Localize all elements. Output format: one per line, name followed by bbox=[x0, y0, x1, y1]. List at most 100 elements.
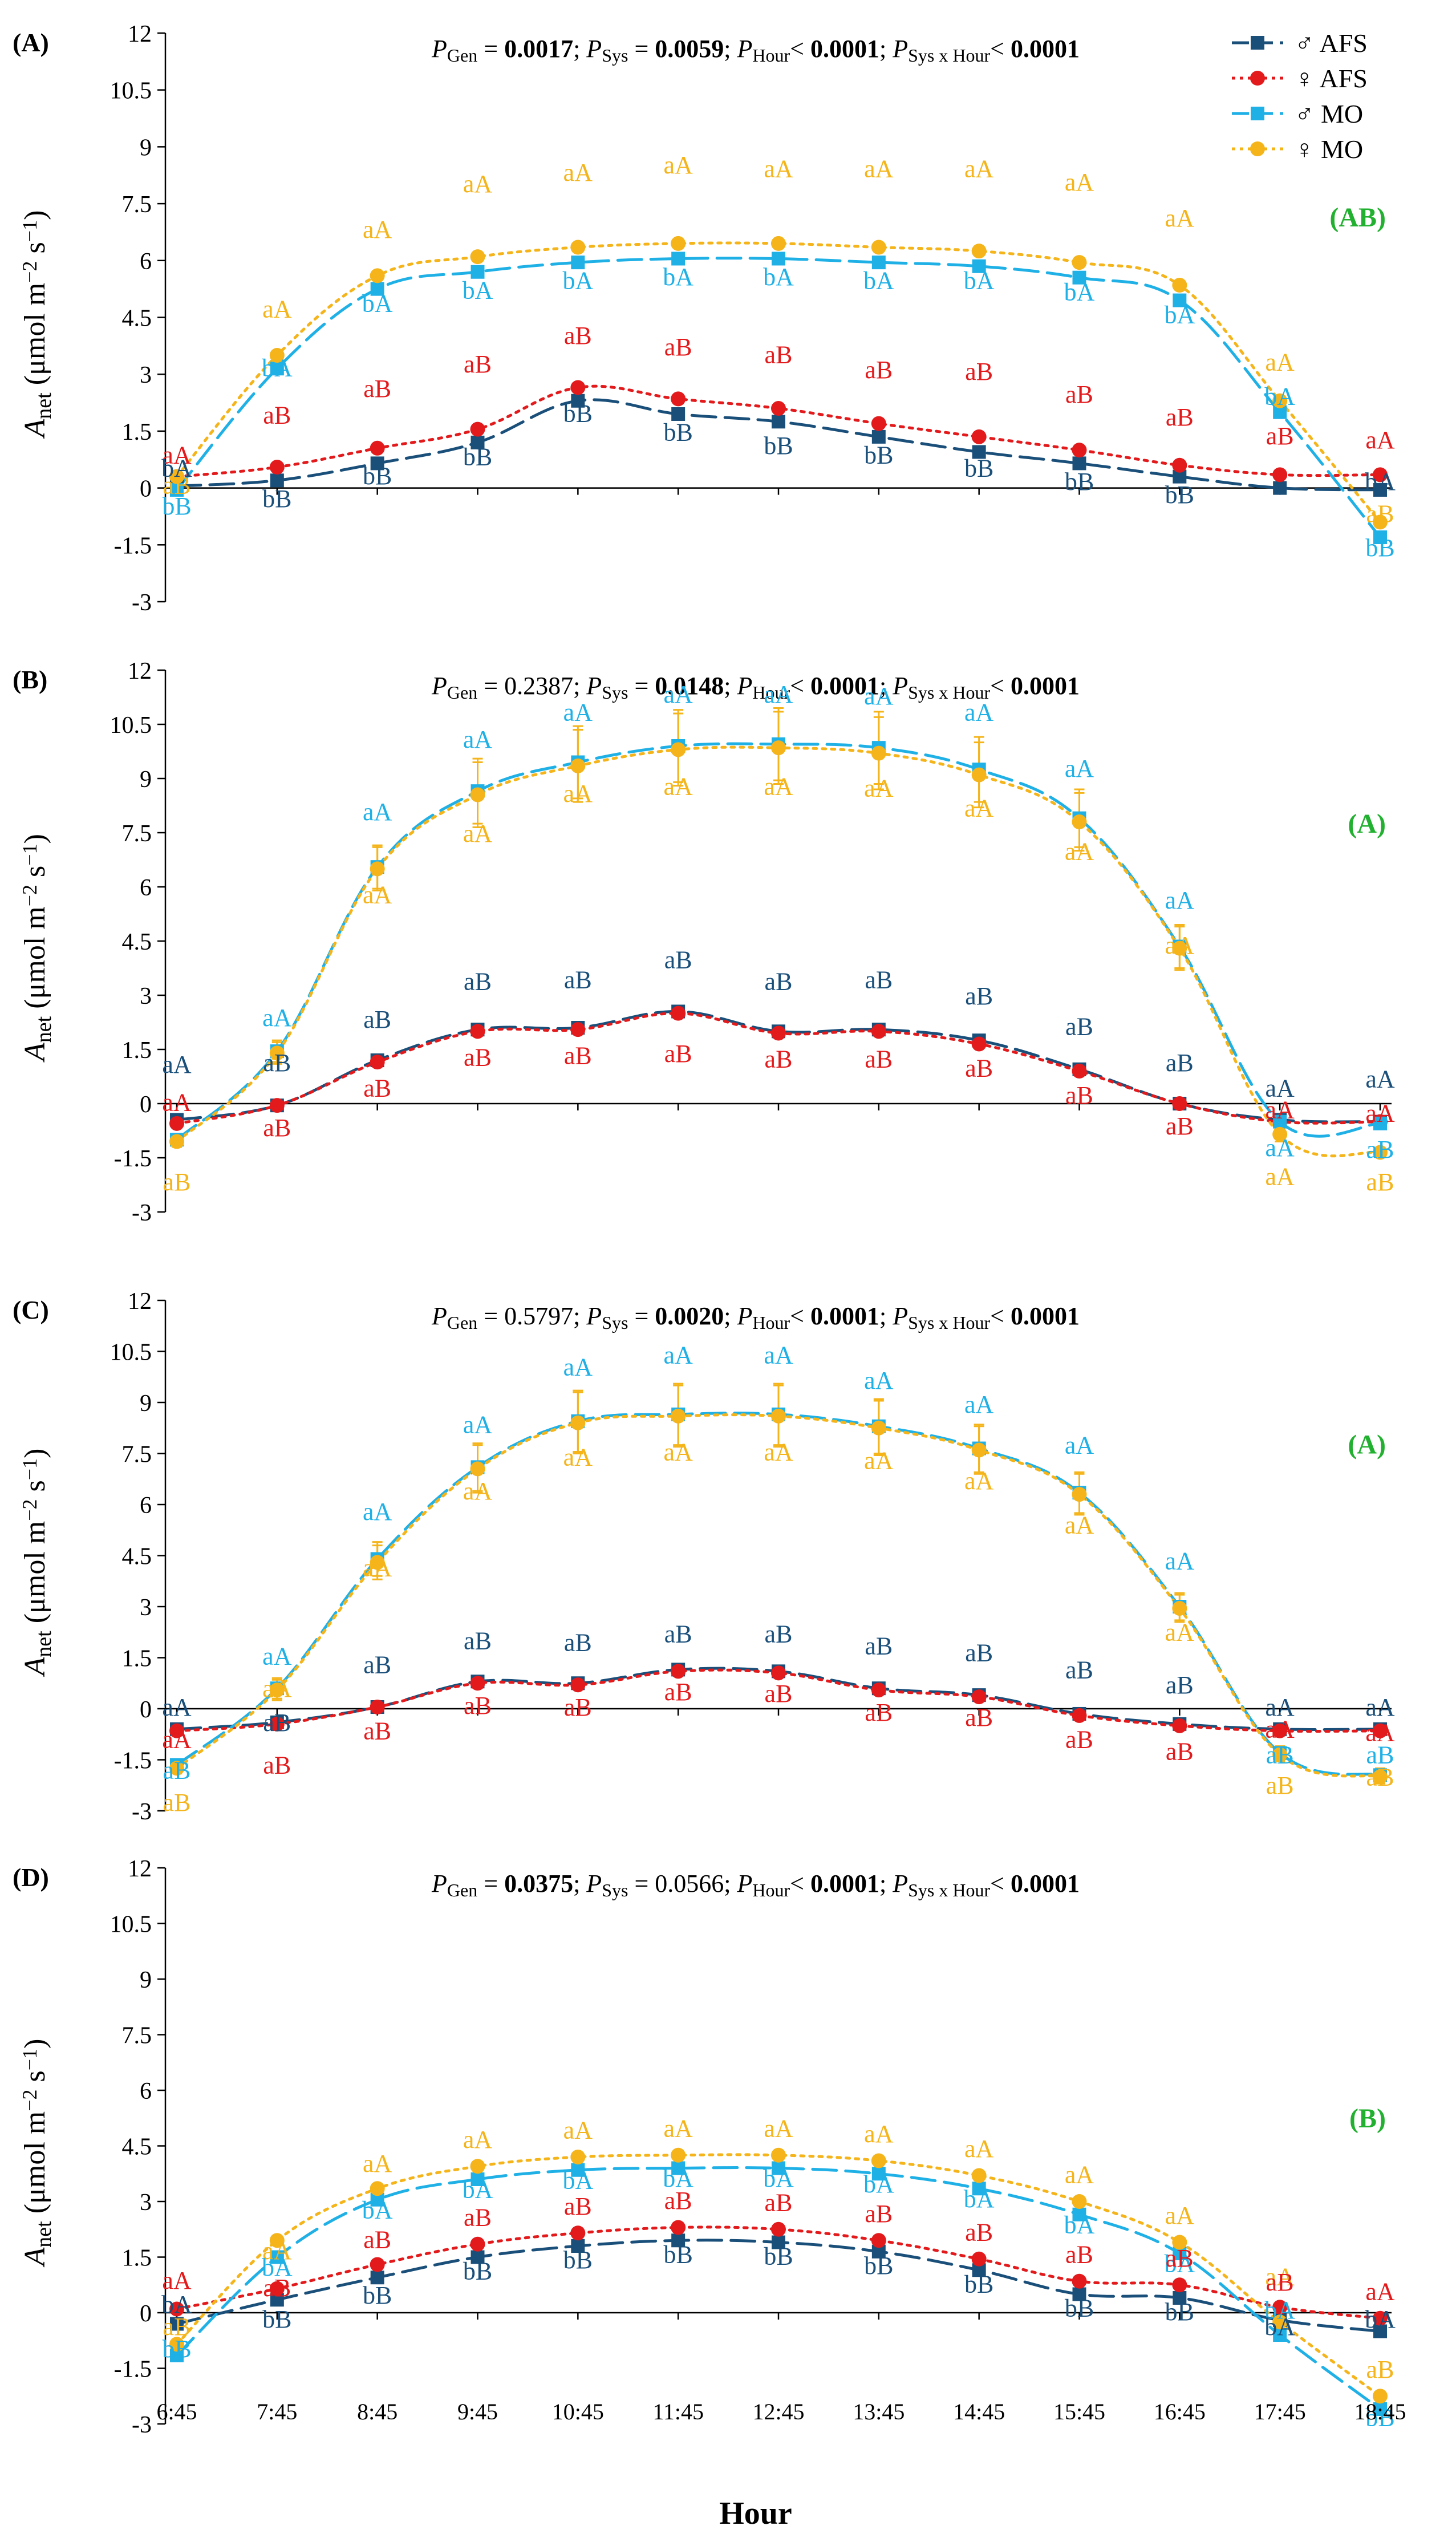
stat-eq: = bbox=[477, 1870, 504, 1898]
data-point-mo-female bbox=[871, 745, 886, 761]
significance-label: bB bbox=[1365, 2403, 1394, 2431]
significance-label: aB bbox=[664, 1040, 692, 1068]
y-axis-title-part: −1 bbox=[18, 220, 41, 242]
stat-value: 0.0001 bbox=[810, 35, 879, 63]
significance-label: aA bbox=[1065, 168, 1094, 196]
data-point-afs-male bbox=[270, 473, 284, 488]
data-point-afs-female bbox=[169, 1723, 184, 1738]
y-tick-label: 1.5 bbox=[122, 2245, 152, 2272]
significance-label: aA bbox=[1365, 1100, 1395, 1128]
significance-label: aA bbox=[864, 1446, 894, 1474]
stat-sub: Hour bbox=[752, 1880, 790, 1900]
data-point-afs-male bbox=[571, 2239, 585, 2253]
significance-label: aB bbox=[1065, 1081, 1093, 1109]
significance-label: aB bbox=[163, 1756, 191, 1784]
data-point-afs-male bbox=[772, 2235, 785, 2249]
data-point-afs-female bbox=[1172, 2277, 1187, 2293]
legend-marker-circle bbox=[1250, 71, 1265, 86]
stat-value: 0.0059 bbox=[655, 35, 724, 63]
significance-label: aA bbox=[864, 2120, 894, 2148]
stat-sub: Hour bbox=[752, 45, 790, 66]
significance-label: aB bbox=[664, 946, 692, 974]
significance-label: bA bbox=[1164, 2250, 1195, 2278]
significance-label: aB bbox=[1166, 2244, 1194, 2272]
panel-label: (B) bbox=[13, 665, 47, 694]
data-point-afs-female bbox=[1072, 1064, 1087, 1079]
stat-p: P bbox=[586, 672, 602, 700]
stat-eq: = bbox=[477, 35, 504, 63]
significance-label: aB bbox=[263, 2274, 291, 2302]
significance-label: aA bbox=[363, 881, 392, 909]
data-point-afs-female bbox=[1172, 1718, 1187, 1733]
y-axis-title-part: −2 bbox=[18, 1499, 41, 1521]
significance-label: aB bbox=[363, 1074, 391, 1102]
y-tick-label: 9 bbox=[140, 1390, 152, 1417]
significance-label: bA bbox=[863, 267, 894, 295]
stat-sep: ; bbox=[879, 1302, 893, 1330]
stat-sub: Gen bbox=[447, 1880, 477, 1900]
stat-eq: = bbox=[628, 672, 655, 700]
significance-label: aB bbox=[163, 1168, 191, 1196]
y-axis-title-part: −2 bbox=[18, 885, 41, 906]
significance-label: aA bbox=[262, 1675, 292, 1702]
data-point-mo-female bbox=[169, 1134, 184, 1149]
stat-sep: ; bbox=[879, 35, 893, 63]
significance-label: aB bbox=[965, 982, 993, 1010]
data-point-mo-female bbox=[1272, 2314, 1288, 2330]
significance-label: bA bbox=[763, 2164, 794, 2192]
significance-label: aA bbox=[463, 725, 493, 753]
y-axis-title: Anet (μmol m−2 s−1) bbox=[18, 834, 55, 1063]
legend-space bbox=[1315, 99, 1321, 128]
data-point-mo-male bbox=[972, 2182, 986, 2196]
data-point-afs-male bbox=[871, 429, 886, 444]
significance-label: bA bbox=[161, 2290, 192, 2318]
significance-label: aA bbox=[363, 1554, 392, 1582]
y-tick-label: 10.5 bbox=[110, 78, 152, 104]
x-tick-label: 6:45 bbox=[156, 2399, 197, 2425]
significance-label: aB bbox=[865, 2200, 893, 2228]
significance-label: aA bbox=[764, 680, 793, 708]
significance-label: bB bbox=[764, 432, 793, 460]
legend-symbol: ♀ bbox=[1295, 64, 1315, 93]
significance-label: aA bbox=[764, 1341, 793, 1369]
data-point-afs-female bbox=[370, 440, 385, 456]
data-point-mo-female bbox=[671, 1408, 686, 1424]
data-point-afs-female bbox=[871, 1024, 886, 1039]
y-axis-title-part: ) bbox=[19, 834, 51, 844]
significance-label: aB bbox=[865, 966, 893, 994]
significance-label: aB bbox=[1166, 1671, 1194, 1699]
series-line-mo-male bbox=[175, 257, 1382, 539]
significance-label: aB bbox=[464, 350, 492, 378]
significance-label: aA bbox=[1266, 348, 1295, 376]
significance-label: aA bbox=[363, 1498, 392, 1526]
data-point-mo-female bbox=[169, 469, 184, 484]
significance-label: bB bbox=[1165, 481, 1194, 509]
data-point-mo-female bbox=[871, 1420, 886, 1436]
significance-label: aA bbox=[162, 1089, 192, 1117]
data-point-afs-male bbox=[370, 2271, 384, 2285]
stats-line: PGen = 0.0375; PSys = 0.0566; PHour< 0.0… bbox=[431, 1870, 1080, 1900]
significance-label: aA bbox=[864, 155, 894, 183]
stat-eq: < bbox=[990, 1870, 1011, 1898]
data-point-mo-male bbox=[772, 252, 785, 266]
stat-sub: Hour bbox=[752, 682, 790, 703]
stat-sep: ; bbox=[573, 1302, 586, 1330]
data-point-afs-male bbox=[471, 435, 485, 449]
significance-label: bA bbox=[562, 267, 593, 295]
y-tick-label: 10.5 bbox=[110, 1912, 152, 1938]
significance-label: aA bbox=[162, 1726, 192, 1754]
stat-value: 0.0001 bbox=[1011, 672, 1080, 700]
data-point-afs-female bbox=[971, 429, 987, 444]
data-point-mo-female bbox=[1172, 940, 1187, 956]
significance-label: aA bbox=[764, 155, 793, 183]
data-point-mo-female bbox=[771, 1408, 786, 1424]
stat-sep: ; bbox=[573, 35, 586, 63]
y-tick-label: 6 bbox=[140, 875, 152, 901]
legend-space bbox=[1315, 135, 1321, 164]
significance-label: aA bbox=[664, 151, 693, 179]
x-tick-label: 8:45 bbox=[357, 2399, 398, 2425]
significance-label: aB bbox=[1366, 1763, 1394, 1791]
data-point-afs-male bbox=[571, 394, 585, 408]
significance-label: bB bbox=[463, 2257, 492, 2285]
y-axis-title-part: (μmol m bbox=[19, 2111, 51, 2221]
